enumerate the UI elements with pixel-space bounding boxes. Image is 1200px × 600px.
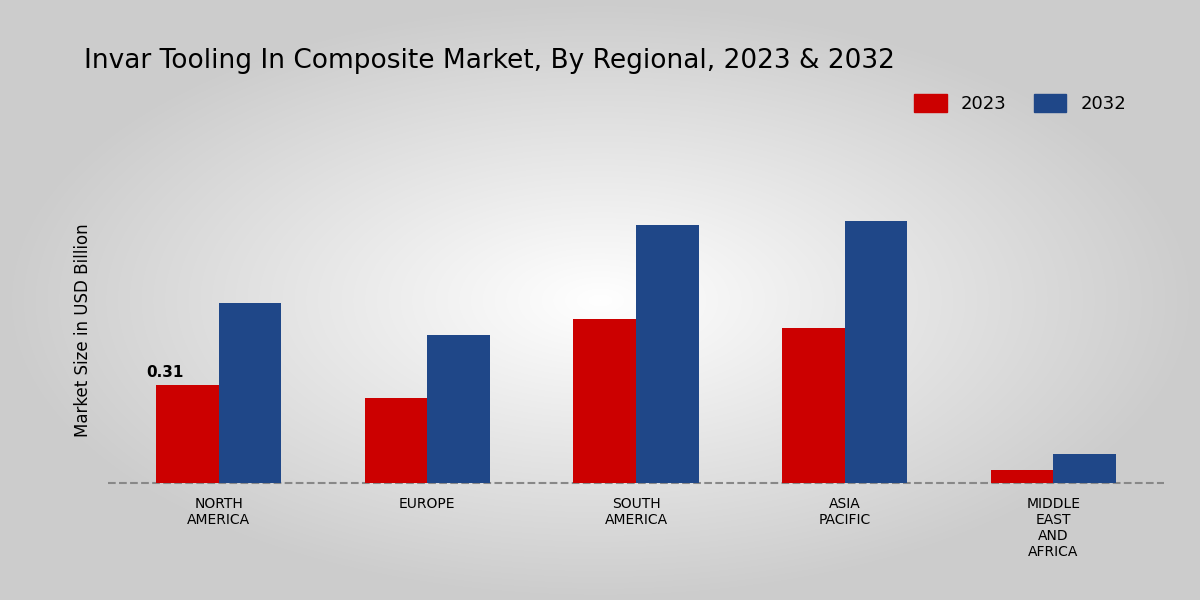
Bar: [156, 385, 218, 482]
Text: Invar Tooling In Composite Market, By Regional, 2023 & 2032: Invar Tooling In Composite Market, By Re…: [84, 48, 895, 74]
Bar: [427, 335, 490, 482]
Bar: [845, 221, 907, 482]
Bar: [1054, 454, 1116, 482]
Text: 0.31: 0.31: [145, 365, 184, 380]
Y-axis label: Market Size in USD Billion: Market Size in USD Billion: [74, 223, 92, 437]
Bar: [574, 319, 636, 482]
Bar: [365, 398, 427, 482]
Bar: [636, 224, 698, 482]
Bar: [218, 303, 281, 482]
Bar: [782, 328, 845, 482]
Legend: 2023, 2032: 2023, 2032: [907, 86, 1134, 120]
Bar: [991, 470, 1054, 482]
